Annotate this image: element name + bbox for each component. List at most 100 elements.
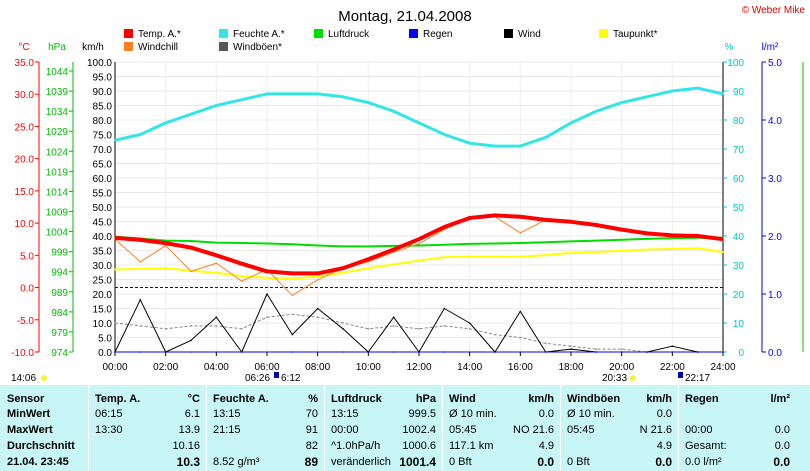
moonrise-icon [274,372,279,378]
data-point [671,345,674,348]
x-tick-label: 10:00 [356,362,381,373]
wind-daily-avg: 4.9 [538,440,554,452]
temp-min-value: 6.1 [184,408,200,420]
stats-humidity-column: Feuchte A. % 13:15 70 21:15 91 82 8.52 g… [207,385,324,471]
temp-tick-label: 15.0 [15,187,35,198]
data-point [316,316,319,319]
wind-tick-label: 65.0 [93,160,113,171]
data-point [392,248,395,251]
rain-rate: 0.0 l/m² [685,456,722,468]
data-point [620,348,623,350]
rain-tick-label: 3.0 [768,174,782,185]
x-tick-label: 14:00 [457,362,482,373]
data-point [367,351,370,353]
temp-axis-unit: °C [18,42,29,53]
data-point [570,221,572,223]
data-point [418,328,420,330]
data-point [367,101,370,104]
wind-tick-label: 15.0 [93,305,113,316]
wind-tick-label: 100.0 [87,58,112,69]
sunrise-label: 06:26 [245,373,270,384]
data-point [240,328,243,330]
press-max-time: 00:00 [331,424,359,436]
data-point [215,241,218,244]
statistics-panel: Sensor MinWert MaxWert Durchschnitt 21.0… [0,385,810,471]
data-point [418,238,420,240]
data-point [215,351,218,353]
data-point [190,339,192,342]
data-point [595,239,598,242]
data-point [164,242,167,244]
data-point [595,351,598,353]
x-tick-label: 06:00 [254,362,279,373]
data-point [392,245,395,247]
data-point [418,122,420,124]
temp-unit: °C [187,393,200,405]
data-point [722,238,724,240]
x-tick-label: 04:00 [204,362,229,373]
humidity-tick-label: 90 [733,87,745,98]
data-point [392,351,395,353]
data-point [468,217,471,219]
humidity-tick-label: 30 [733,261,745,272]
data-point [671,351,674,353]
wind-unit: km/h [528,393,554,405]
data-point [291,93,294,95]
data-point [620,250,623,252]
humidity-tick-label: 0 [738,348,744,359]
rain-tick-label: 1.0 [768,290,782,301]
data-point [342,322,344,324]
press-trend-value: 1000.6 [402,440,436,452]
legend-label: Temp. A.* [138,29,181,40]
wind-tick-label: 95.0 [93,73,113,84]
rain-unit: l/m² [770,393,790,405]
data-point [722,251,724,253]
gust-unit: km/h [646,393,672,405]
data-point [646,248,648,251]
chart-title: Montag, 21.04.2008 [338,8,471,25]
pressure-tick-label: 1014 [46,187,69,198]
pressure-tick-label: 999 [51,248,68,259]
data-point [519,351,522,353]
gust-now: 0.0 [655,455,672,469]
max-label: MaxWert [7,424,53,436]
data-point [646,351,648,353]
legend-label: Wind [518,29,541,40]
stats-pressure-column: Luftdruck hPa 13:15 999.5 00:00 1002.4 ^… [325,385,442,471]
temp-avg: 10.16 [172,440,200,452]
data-point [215,254,218,257]
now-label: 21.04. 23:45 [7,456,69,468]
gust-bft: 0 Bft [567,456,590,468]
data-point [722,351,724,353]
data-point [266,270,268,273]
data-point [620,228,623,231]
stats-temp-column: Temp. A. °C 06:15 6.1 13:30 13.9 10.16 1… [89,385,206,471]
data-point [544,351,547,353]
data-point [139,261,142,263]
press-unit: hPa [415,393,436,405]
data-point [266,316,268,319]
data-point [570,345,572,348]
stats-wind-column: Wind km/h Ø 10 min. 0.0 05:45 NO 21.6 11… [443,385,560,471]
data-point [266,351,268,353]
wind-tick-label: 25.0 [93,276,113,287]
data-point [418,259,420,262]
press-min-time: 13:15 [331,408,359,420]
data-point [392,316,395,319]
gust-max-value: N 21.6 [639,424,672,436]
data-point [215,271,218,274]
legend: Temp. A.* Feuchte A.* Luftdruck Regen Wind Ta… [124,29,658,53]
sunset-icon [630,375,636,381]
data-point [696,235,699,237]
data-point [266,93,268,95]
data-point [696,351,699,353]
data-point [392,110,395,113]
data-point [519,215,522,218]
pressure-tick-label: 1034 [46,107,69,118]
x-tick-label: 24:00 [710,362,735,373]
legend-swatch [409,29,418,38]
data-point [266,277,268,279]
data-point [620,351,623,353]
data-point [342,245,344,248]
data-point [620,238,623,241]
